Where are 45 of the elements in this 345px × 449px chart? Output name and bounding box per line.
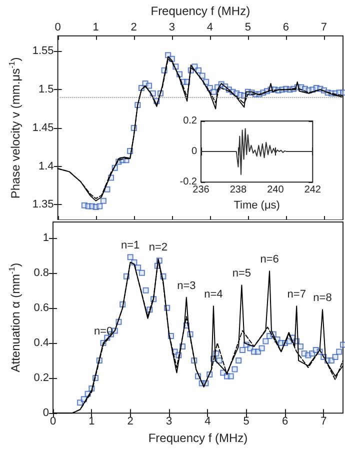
line-series [200, 128, 314, 175]
y-tick-label: 0.8 [34, 266, 49, 279]
x-tick-label: 236 [192, 184, 210, 196]
x-axis-title: Frequency f (MHz) [150, 4, 250, 18]
y-tick-label: 0.2 [183, 116, 198, 126]
annotation: n=8 [313, 292, 332, 304]
y-tick-label: 0 [191, 146, 198, 158]
y-tick-label: 1.4 [38, 160, 54, 172]
x-tick-label: 7 [320, 416, 327, 428]
x-tick-label: 240 [267, 184, 284, 196]
annotation: n=4 [204, 288, 223, 301]
annotation: n=7 [287, 288, 306, 301]
x-tick-label: 3 [166, 416, 172, 428]
x-tick-label: 4 [206, 21, 213, 34]
annotation: n=6 [260, 254, 279, 266]
x-axis-title: Frequency f (MHz) [148, 431, 248, 445]
y-tick-label: 1 [42, 232, 49, 244]
annotation: n=2 [148, 241, 168, 254]
annotation: n=5 [232, 268, 252, 280]
x-tick-label: 6 [282, 21, 290, 34]
x-tick-label: 238 [230, 184, 247, 196]
annotation: n=3 [177, 280, 196, 292]
x-tick-label: 5 [243, 416, 250, 428]
x-axis-title: Time (μs) [234, 200, 280, 212]
y-tick-label: 0.6 [34, 302, 49, 314]
y-axis-title: Phase velocity v (mm.μs-1) [8, 57, 22, 199]
x-tick-label: 2 [127, 416, 134, 428]
x-tick-label: 2 [130, 21, 137, 34]
x-tick-label: 5 [244, 21, 251, 34]
x-tick-label: 1 [88, 416, 95, 428]
x-tick-label: 4 [204, 416, 211, 428]
y-tick-label: 1.5 [38, 84, 54, 96]
y-tick-label: 0.4 [34, 336, 49, 349]
y-tick-label: 0.2 [34, 372, 49, 384]
x-tick-label: 7 [320, 21, 328, 34]
y-tick-label: 1.35 [32, 198, 54, 211]
annotation: n=1 [120, 240, 140, 252]
x-tick-label: 6 [282, 416, 288, 428]
y-tick-label: 0 [42, 407, 49, 420]
y-tick-label: 1.55 [32, 45, 54, 58]
x-tick-label: 1 [92, 21, 99, 34]
x-tick-label: 3 [168, 21, 175, 34]
y-axis-title: Attenuation α (mm-1) [8, 262, 22, 372]
y-tick-label: 1.45 [32, 122, 54, 134]
x-tick-label: 242 [304, 184, 322, 196]
